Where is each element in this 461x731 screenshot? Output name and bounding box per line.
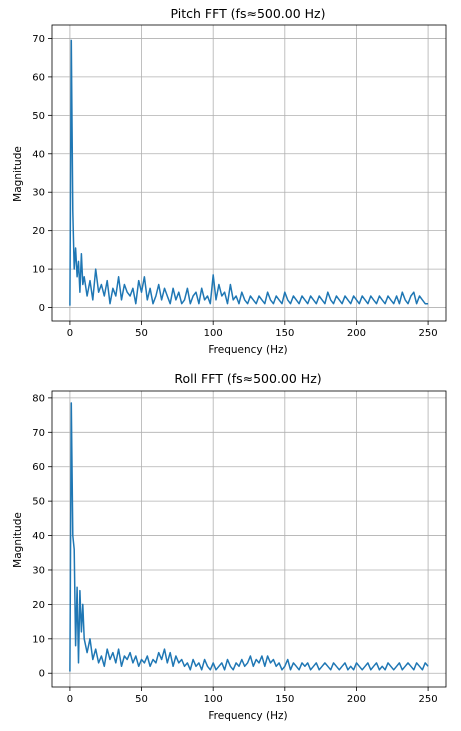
y-tick-label: 70 — [32, 34, 45, 45]
x-tick-label: 150 — [275, 328, 294, 339]
y-tick-label: 20 — [32, 226, 45, 237]
roll-fft-chart: Roll FFT (fs≈500.00 Hz) Frequency (Hz) M… — [12, 371, 447, 722]
y-tick-label: 20 — [32, 600, 45, 611]
chart-title: Pitch FFT (fs≈500.00 Hz) — [171, 6, 326, 21]
y-tick-label: 0 — [39, 303, 45, 314]
y-tick-label: 60 — [32, 462, 45, 473]
x-tick-label: 50 — [135, 328, 148, 339]
y-axis-label: Magnitude — [12, 512, 24, 568]
x-tick-label: 250 — [419, 694, 438, 705]
y-tick-label: 60 — [32, 72, 45, 83]
pitch-fft-chart: Pitch FFT (fs≈500.00 Hz) Frequency (Hz) … — [12, 6, 447, 356]
x-tick-label: 100 — [204, 694, 223, 705]
y-tick-label: 40 — [32, 149, 45, 160]
x-tick-label: 200 — [347, 694, 366, 705]
y-tick-label: 50 — [32, 111, 45, 122]
x-tick-label: 50 — [135, 694, 148, 705]
y-tick-label: 10 — [32, 265, 45, 276]
y-tick-label: 0 — [39, 669, 45, 680]
series-line — [69, 39, 429, 306]
y-tick-label: 30 — [32, 188, 45, 199]
plot-frame — [51, 390, 447, 688]
x-tick-label: 0 — [67, 694, 73, 705]
y-tick-label: 40 — [32, 531, 45, 542]
y-tick-label: 30 — [32, 565, 45, 576]
plot-frame — [51, 24, 447, 322]
x-tick-label: 150 — [275, 694, 294, 705]
series-line — [69, 402, 429, 672]
x-axis-label: Frequency (Hz) — [208, 344, 287, 356]
y-axis-label: Magnitude — [12, 146, 24, 202]
x-axis-label: Frequency (Hz) — [208, 710, 287, 722]
y-tick-label: 80 — [32, 393, 45, 404]
x-tick-label: 100 — [204, 328, 223, 339]
x-tick-label: 250 — [419, 328, 438, 339]
y-tick-label: 50 — [32, 497, 45, 508]
y-tick-label: 10 — [32, 634, 45, 645]
chart-title: Roll FFT (fs≈500.00 Hz) — [174, 371, 321, 386]
y-tick-label: 70 — [32, 428, 45, 439]
x-tick-label: 0 — [67, 328, 73, 339]
x-tick-label: 200 — [347, 328, 366, 339]
